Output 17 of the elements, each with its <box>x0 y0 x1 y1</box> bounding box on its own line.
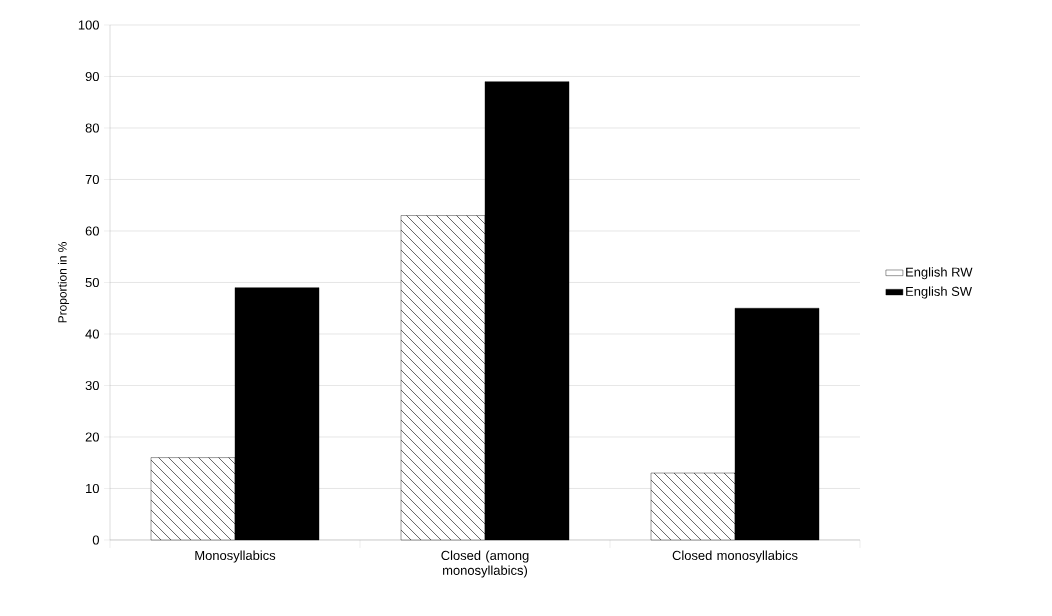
x-tick-label: Closed monosyllabics <box>672 550 798 563</box>
y-axis-title: Proportion in % <box>57 242 70 323</box>
x-tick-label: Closed (among monosyllabics) <box>441 550 529 578</box>
y-tick-label: 10 <box>86 483 99 494</box>
y-tick-label: 20 <box>85 432 99 442</box>
y-tick-label: 0 <box>92 535 99 545</box>
legend-label: English RW <box>906 267 973 280</box>
y-tick-label: 70 <box>85 174 99 185</box>
x-tick-label: Monosyllabics <box>195 550 276 563</box>
y-tick-label: 60 <box>85 226 99 236</box>
legend-label: English SW <box>906 286 972 299</box>
y-tick-label: 50 <box>85 277 99 288</box>
y-tick-label: 30 <box>85 380 99 391</box>
y-tick-label: 90 <box>85 71 99 82</box>
y-tick-label: 80 <box>85 123 99 133</box>
y-tick-label: 40 <box>85 329 99 339</box>
y-tick-label: 100 <box>78 20 99 30</box>
